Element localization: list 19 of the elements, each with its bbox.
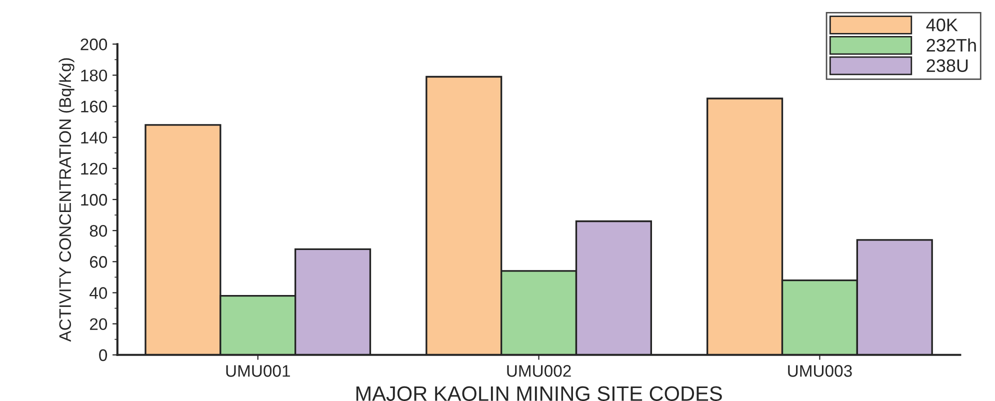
- y-tick-label: 20: [90, 318, 108, 330]
- y-tick-label: 160: [81, 100, 108, 112]
- legend-label: 232Th: [926, 38, 976, 52]
- y-axis-title: ACTIVITY CONCENTRATION (Bq/Kg): [58, 58, 74, 342]
- y-tick-label: 40: [90, 287, 108, 299]
- x-tick-label: UMU001: [226, 365, 290, 377]
- legend-label: 238U: [926, 59, 968, 72]
- y-tick-label: 60: [90, 256, 108, 268]
- x-tick-label: UMU003: [788, 365, 852, 377]
- y-tick-label: 200: [80, 38, 108, 50]
- x-tick-label: UMU002: [507, 365, 571, 377]
- x-axis-title: MAJOR KAOLIN MINING SITE CODES: [356, 386, 722, 401]
- y-tick-label: 180: [81, 70, 108, 82]
- legend-label: 40K: [926, 18, 958, 32]
- y-tick-label: 140: [81, 132, 108, 144]
- y-tick-label: 80: [90, 224, 108, 237]
- y-tick-label: 0: [99, 349, 108, 362]
- y-tick-label: 120: [81, 162, 108, 175]
- y-tick-label: 100: [81, 194, 108, 206]
